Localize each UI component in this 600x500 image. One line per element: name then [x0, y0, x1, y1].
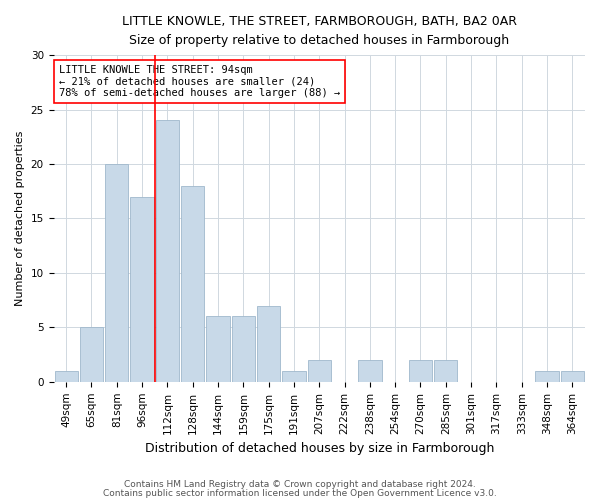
Bar	[561, 371, 584, 382]
Bar	[257, 306, 280, 382]
Text: Contains public sector information licensed under the Open Government Licence v3: Contains public sector information licen…	[103, 489, 497, 498]
Bar	[283, 371, 305, 382]
Y-axis label: Number of detached properties: Number of detached properties	[15, 131, 25, 306]
Bar	[434, 360, 457, 382]
Text: LITTLE KNOWLE THE STREET: 94sqm
← 21% of detached houses are smaller (24)
78% of: LITTLE KNOWLE THE STREET: 94sqm ← 21% of…	[59, 65, 340, 98]
Bar	[535, 371, 559, 382]
Bar	[308, 360, 331, 382]
Bar	[358, 360, 382, 382]
Bar	[55, 371, 78, 382]
Bar	[206, 316, 230, 382]
Bar	[130, 196, 154, 382]
Bar	[80, 328, 103, 382]
Bar	[232, 316, 255, 382]
Text: Contains HM Land Registry data © Crown copyright and database right 2024.: Contains HM Land Registry data © Crown c…	[124, 480, 476, 489]
Bar	[409, 360, 432, 382]
Bar	[105, 164, 128, 382]
Bar	[156, 120, 179, 382]
X-axis label: Distribution of detached houses by size in Farmborough: Distribution of detached houses by size …	[145, 442, 494, 455]
Title: LITTLE KNOWLE, THE STREET, FARMBOROUGH, BATH, BA2 0AR
Size of property relative : LITTLE KNOWLE, THE STREET, FARMBOROUGH, …	[122, 15, 517, 47]
Bar	[181, 186, 205, 382]
